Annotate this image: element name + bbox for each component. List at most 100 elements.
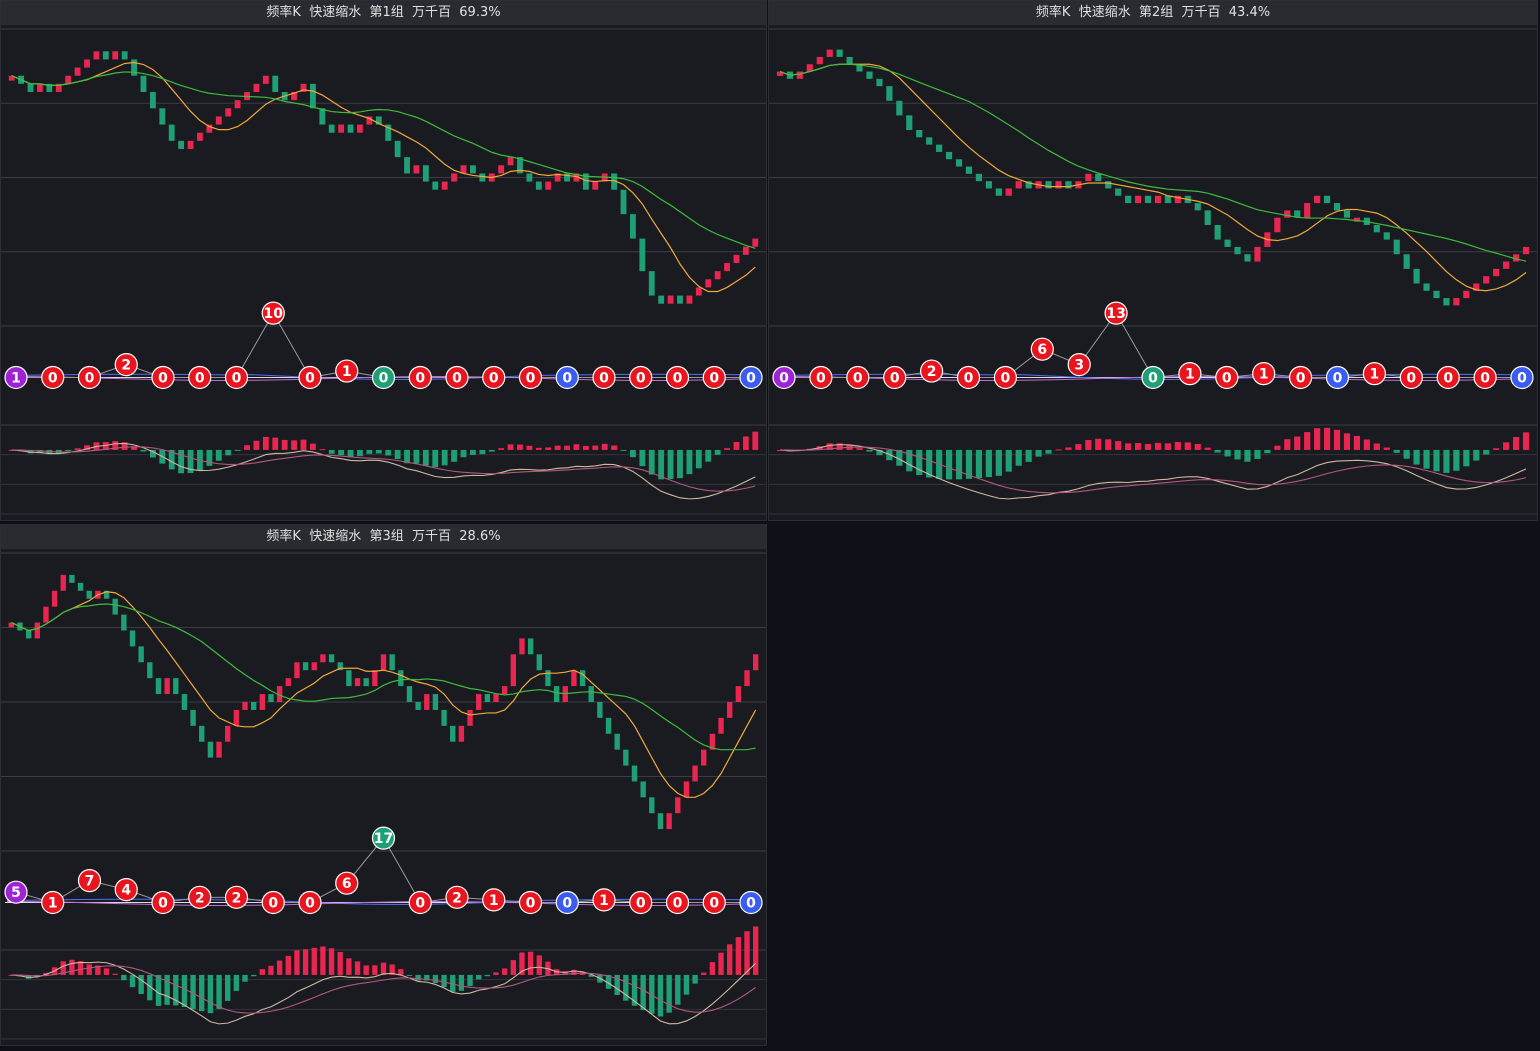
candle-bar (1413, 268, 1420, 284)
candle-bar (517, 157, 523, 174)
macd-bar (1194, 443, 1201, 450)
macd-bar (86, 964, 92, 975)
macd-bar (995, 449, 1002, 476)
macd-bar (394, 449, 401, 460)
macd-bar (460, 449, 467, 458)
candle-bar (206, 124, 213, 133)
candle-bar (262, 75, 269, 84)
candle-bar (250, 702, 257, 710)
candle-bar (535, 181, 542, 190)
macd-bar (328, 948, 335, 975)
count-badge-label: 0 (1296, 370, 1306, 386)
macd-bar (866, 449, 873, 452)
count-badge-label: 0 (158, 895, 168, 911)
candle-bar (658, 295, 665, 304)
candle-bar (404, 157, 410, 174)
macd-bar (571, 969, 577, 975)
candle-bar (926, 137, 933, 145)
candle-bar (259, 694, 266, 710)
macd-bar (102, 442, 109, 450)
candle-bar (718, 717, 724, 734)
candle-bar (714, 271, 721, 280)
macd-bar (1045, 449, 1052, 454)
count-badge-label: 0 (562, 370, 572, 386)
candle-bar (1423, 283, 1430, 291)
macd-bar (103, 968, 110, 975)
macd-bar (215, 449, 222, 461)
candle-bar (385, 124, 392, 141)
macd-bar (470, 449, 476, 455)
macd-bar (836, 443, 843, 450)
candle-bar (677, 295, 683, 304)
candle-bar (507, 157, 514, 166)
candle-bar (896, 100, 903, 116)
count-badge-label: 2 (927, 364, 937, 380)
macd-bar (178, 449, 185, 474)
macd-bar (701, 972, 707, 975)
macd-bar (385, 449, 392, 456)
macd-bar (1254, 449, 1261, 459)
macd-bar (398, 969, 404, 975)
macd-bar (309, 443, 316, 450)
count-badge (1067, 353, 1091, 377)
count-badge-label: 0 (158, 370, 168, 386)
candle-bar (467, 709, 473, 726)
candle-bar (27, 83, 34, 92)
candle-bar (648, 271, 655, 296)
macd-bar (639, 449, 646, 467)
macd-bar (389, 964, 395, 975)
candle-bar (1333, 203, 1341, 211)
macd-bar (1125, 443, 1132, 450)
macd-bar (686, 449, 693, 475)
macd-bar (573, 444, 580, 450)
candle-bar (432, 694, 439, 710)
macd-bar (1115, 441, 1122, 450)
macd-bar (406, 974, 413, 976)
macd-bar (253, 440, 260, 450)
macd-bar (140, 449, 147, 452)
count-badge-label: 0 (599, 370, 609, 386)
macd-bar (320, 946, 326, 975)
macd-bar (65, 449, 72, 452)
macd-bar (507, 444, 514, 450)
macd-bar (1284, 439, 1291, 450)
macd-bar (488, 449, 495, 452)
candle-bar (1125, 195, 1132, 204)
candle-bar (1463, 290, 1470, 299)
ma-long-line (11, 603, 756, 751)
candle-bar (199, 725, 205, 742)
candle-bar (1304, 203, 1311, 218)
candle-bar (1214, 225, 1221, 240)
candle-bar (338, 124, 345, 133)
macd-bar (337, 952, 343, 975)
macd-bar (535, 447, 542, 450)
count-badge-label: 0 (379, 370, 389, 386)
count-badge-label: 0 (746, 895, 756, 911)
count-badge-label: 13 (1106, 306, 1125, 322)
candle-bar (796, 71, 803, 79)
count-badge (408, 365, 432, 390)
count-badge-label: 0 (452, 370, 462, 386)
candle-bar (406, 686, 413, 702)
candle-bar (46, 83, 53, 92)
candle-bar (945, 151, 953, 160)
count-badge-label: 2 (452, 890, 462, 906)
candle-bar (1244, 254, 1251, 262)
count-badge-label: 0 (1333, 370, 1343, 386)
macd-bar (121, 442, 128, 450)
macd-bar (620, 449, 627, 451)
candle-bar (510, 654, 517, 687)
macd-bar (588, 974, 594, 977)
macd-bar (1512, 437, 1520, 450)
count-badge (1215, 365, 1239, 390)
candle-bar (1393, 239, 1400, 255)
candle-bar (1522, 246, 1530, 255)
candle-bar (155, 678, 162, 695)
macd-bar (77, 961, 84, 975)
count-badge (518, 365, 543, 390)
candle-bar (985, 181, 992, 189)
candle-bar (965, 166, 973, 174)
macd-bar (718, 952, 724, 975)
